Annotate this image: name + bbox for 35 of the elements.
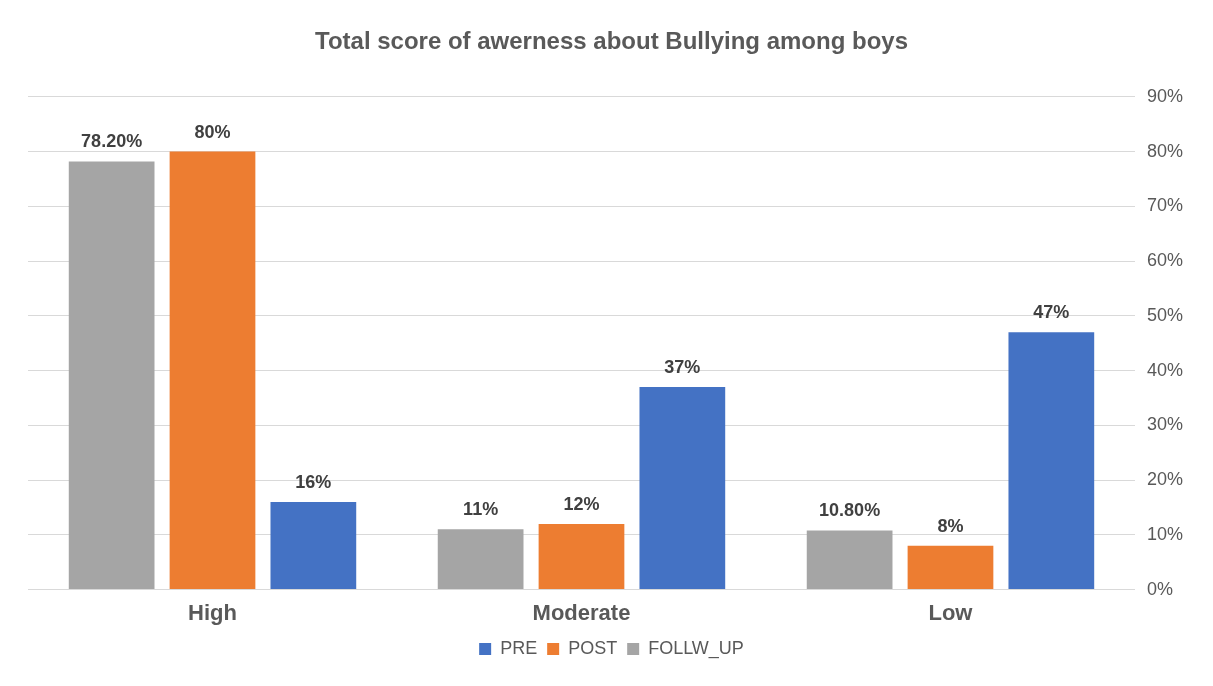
data-label: 10.80% <box>819 500 881 521</box>
y-tick-label: 0% <box>1146 578 1173 599</box>
bar <box>1008 332 1095 590</box>
y-tick-label: 90% <box>1146 85 1183 106</box>
bar <box>806 530 893 590</box>
data-label: 12% <box>563 493 600 514</box>
chart-title: Total score of awerness about Bullying among boys <box>315 27 908 55</box>
x-tick-label: High <box>188 599 237 625</box>
y-tick-label: 20% <box>1146 469 1183 490</box>
bar <box>437 529 524 590</box>
data-label: 8% <box>937 515 964 536</box>
data-label: 80% <box>194 121 231 142</box>
bar <box>639 387 726 590</box>
y-tick-label: 40% <box>1146 359 1183 380</box>
y-tick-label: 30% <box>1146 414 1183 435</box>
data-label: 78.20% <box>81 131 143 152</box>
y-tick-label: 60% <box>1146 250 1183 271</box>
data-label: 16% <box>295 471 332 492</box>
bar <box>169 151 256 590</box>
legend-label: POST <box>568 637 618 658</box>
data-label: 11% <box>463 499 499 520</box>
y-tick-label: 50% <box>1146 304 1183 325</box>
y-tick-label: 70% <box>1146 195 1183 216</box>
bar <box>68 161 155 590</box>
bar <box>270 501 357 590</box>
bar <box>907 545 994 590</box>
legend-label: PRE <box>500 637 538 658</box>
x-tick-label: Low <box>928 599 974 625</box>
data-label: 37% <box>664 356 701 377</box>
y-tick-label: 80% <box>1146 140 1183 161</box>
bar <box>538 523 625 590</box>
data-label: 47% <box>1033 302 1070 323</box>
y-tick-label: 10% <box>1146 523 1183 544</box>
x-tick-label: Moderate <box>532 599 631 625</box>
legend-label: FOLLW_UP <box>648 637 744 659</box>
